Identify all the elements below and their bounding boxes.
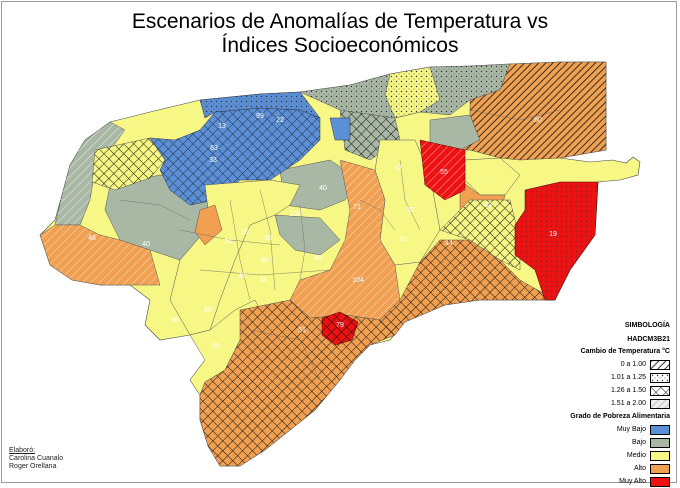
legend-poverty-label-2: Bajo: [631, 439, 646, 446]
region-alto-midwest: [194, 204, 223, 246]
municipality-label: 12: [394, 165, 402, 172]
credits: Elaboró: Carolina Cuanalo Roger Orellana: [9, 447, 63, 471]
municipality-label: 69: [314, 255, 322, 262]
region-medio-ne-dots: [385, 67, 440, 118]
municipality-label: 55: [440, 169, 448, 176]
legend-swatch-bajo: [650, 437, 670, 448]
title-line-2: Índices Socioeconómicos: [221, 34, 459, 57]
legend-temp-label-4: 1.51 a 2.00: [610, 400, 646, 407]
region-bajo-center3: [274, 214, 341, 256]
municipal-boundaries: [119, 109, 561, 381]
municipality-label: 43: [484, 202, 492, 209]
region-medio-central: [169, 179, 301, 336]
legend-temp-row-1: 0 a 1.00: [560, 358, 670, 371]
credits-author-1: Carolina Cuanalo: [9, 455, 64, 462]
municipality-label: 46: [238, 273, 246, 280]
legend-temp-label-1: 0 a 1.00: [620, 361, 646, 368]
municipality-label: 22: [276, 117, 284, 124]
municipality-label: 71: [353, 204, 361, 211]
region-alto-southeast-h: [380, 240, 555, 335]
municipality-label: 14: [445, 240, 453, 247]
region-alto-northeast-h: [460, 62, 606, 160]
municipality-label: 66: [171, 317, 179, 324]
legend-swatch-medio: [650, 450, 670, 461]
municipality-label: 46: [88, 235, 96, 242]
region-muyalto-east-d: [515, 182, 598, 300]
municipality-label: 11: [54, 195, 61, 202]
municipality-label: 104: [352, 277, 364, 284]
municipality-label: 91: [400, 236, 408, 243]
municipality-label: 51: [298, 327, 306, 334]
region-muybajo-coast-d: [200, 92, 320, 118]
municipality-label: 56: [212, 343, 220, 350]
legend-poverty-label-1: Muy Bajo: [616, 426, 646, 433]
region-muybajo-merida-h: [150, 108, 320, 205]
legend-poverty-heading: Grado de Pobreza Alimentaria: [570, 413, 670, 420]
legend: SIMBOLOGÍA HADCM3B21 Cambio de Temperatu…: [560, 322, 670, 488]
municipality-label: 40: [319, 185, 327, 192]
municipality-labels: 13 22 99 63 33 11 40 12 30 91 14 55 60 19 103 15 76 36 46 8…: [54, 113, 557, 350]
legend-heading: SIMBOLOGÍA: [624, 322, 670, 329]
legend-temp-row-2: 1.01 a 1.25: [560, 371, 670, 384]
municipality-label: 103: [289, 211, 301, 218]
region-alto-center-h: [290, 160, 400, 320]
region-muyalto-south-h: [322, 312, 358, 345]
legend-temp-label-2: 1.01 a 1.25: [610, 374, 646, 381]
legend-poverty-row-2: Bajo: [560, 436, 670, 449]
municipality-label: 30: [406, 207, 414, 214]
legend-swatch-crosshatch: [650, 385, 670, 396]
legend-model: HADCM3B21: [627, 336, 670, 343]
legend-temp-row-4: 1.51 a 2.00: [560, 397, 670, 410]
legend-temp-label-3: 1.26 a 1.50: [610, 387, 646, 394]
map-title: Escenarios de Anomalías de Temperatura v…: [0, 10, 680, 58]
legend-swatch-light-diagonal: [650, 398, 670, 409]
legend-swatch-dots: [650, 372, 670, 383]
legend-poverty-label-4: Alto: [633, 465, 646, 472]
legend-poverty-row-3: Medio: [560, 449, 670, 462]
region-muyalto-north-h: [420, 140, 465, 200]
municipality-label: 63: [210, 145, 218, 152]
legend-poverty-row-1: Muy Bajo: [560, 423, 670, 436]
municipality-label: 76: [224, 239, 232, 246]
municipality-label: 89: [204, 307, 212, 314]
legend-poverty-row-5: Muy Alto: [560, 475, 670, 488]
legend-swatch-muy-alto: [650, 476, 670, 487]
municipality-label: 33: [209, 157, 217, 164]
municipality-label: 15: [241, 229, 249, 236]
municipality-label: 80: [261, 257, 269, 264]
municipality-label: 19: [549, 231, 557, 238]
region-medio-north-cross-h: [92, 138, 165, 190]
region-muybajo-east: [329, 117, 351, 141]
legend-temp-row-3: 1.26 a 1.50: [560, 384, 670, 397]
legend-swatch-alto: [650, 463, 670, 474]
municipality-label: 13: [218, 123, 226, 130]
legend-swatch-dense-diagonal: [650, 359, 670, 370]
title-line-1: Escenarios de Anomalías de Temperatura v…: [131, 10, 549, 33]
municipality-label: 40: [142, 241, 150, 248]
credits-author-2: Roger Orellana: [9, 463, 57, 470]
legend-poverty-row-4: Alto: [560, 462, 670, 475]
municipality-label: 99: [256, 113, 264, 120]
municipality-label: 24: [259, 277, 267, 284]
region-medio-east-cross-h: [440, 200, 520, 270]
credits-label: Elaboró:: [9, 447, 36, 454]
legend-swatch-muy-bajo: [650, 424, 670, 435]
region-alto-west-h: [40, 225, 160, 285]
municipality-label: 79: [336, 322, 344, 329]
legend-poverty-label-5: Muy Alto: [619, 478, 646, 485]
legend-poverty-label-3: Medio: [626, 452, 646, 459]
legend-temp-heading: Cambio de Temperatura °C: [580, 348, 670, 355]
municipality-label: 60: [534, 117, 542, 124]
municipality-label: 36: [264, 235, 272, 242]
